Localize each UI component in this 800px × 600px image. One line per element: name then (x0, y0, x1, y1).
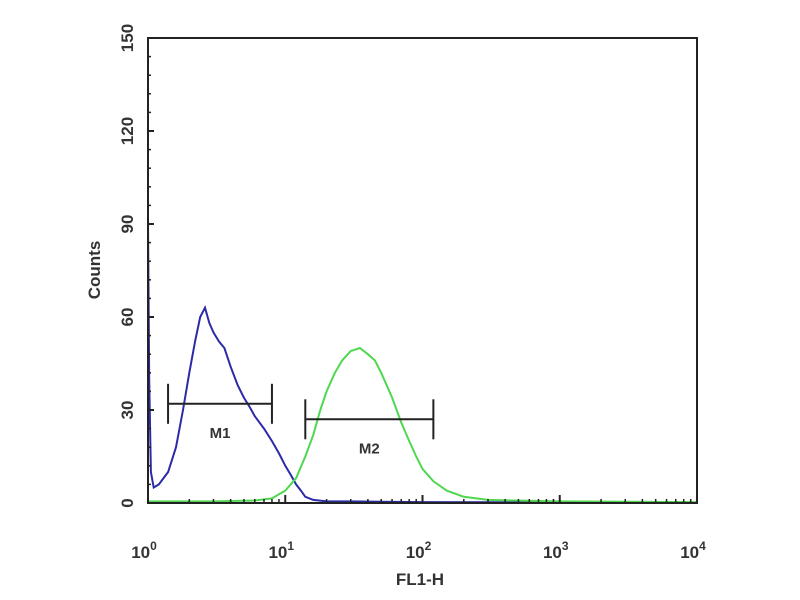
y-tick-label: 90 (118, 215, 137, 234)
y-tick-label: 60 (118, 308, 137, 327)
gate-label: M2 (359, 440, 380, 457)
gate-marker-m1: M1 (167, 383, 273, 442)
x-tick-label: 101 (268, 539, 294, 562)
y-tick-label: 120 (118, 117, 137, 145)
x-tick-label: 104 (680, 539, 706, 562)
x-tick-label: 100 (131, 539, 157, 562)
y-tick-label: 0 (118, 498, 137, 507)
series-line-1 (148, 346, 698, 504)
y-tick-label: 30 (118, 401, 137, 420)
x-tick-label: 103 (543, 539, 569, 562)
x-axis-title: FL1-H (396, 570, 444, 589)
gate-label: M1 (210, 425, 231, 442)
gate-marker-m2: M2 (304, 399, 435, 457)
y-tick-label: 150 (118, 24, 137, 52)
x-tick-label: 102 (406, 539, 432, 562)
series-line-0 (147, 223, 698, 504)
y-axis-title: Counts (85, 241, 104, 300)
